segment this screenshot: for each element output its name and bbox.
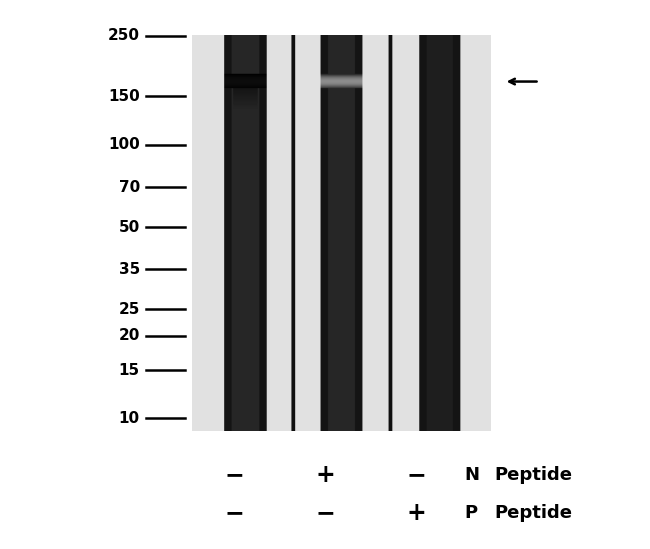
Text: +: + <box>315 463 335 487</box>
Text: 150: 150 <box>108 89 140 104</box>
Text: −: − <box>406 463 426 487</box>
Text: 15: 15 <box>118 363 140 378</box>
Text: −: − <box>224 501 244 525</box>
Text: P: P <box>465 505 478 522</box>
Text: 50: 50 <box>118 220 140 234</box>
Text: 10: 10 <box>118 411 140 426</box>
Text: 100: 100 <box>108 137 140 152</box>
Text: −: − <box>315 501 335 525</box>
Text: −: − <box>224 463 244 487</box>
Text: Peptide: Peptide <box>494 505 572 522</box>
Text: 70: 70 <box>118 180 140 194</box>
Text: +: + <box>406 501 426 525</box>
Text: 20: 20 <box>118 328 140 344</box>
Text: N: N <box>465 466 480 484</box>
Text: 35: 35 <box>118 262 140 277</box>
Text: Peptide: Peptide <box>494 466 572 484</box>
Text: 250: 250 <box>108 28 140 43</box>
Text: 25: 25 <box>118 302 140 317</box>
